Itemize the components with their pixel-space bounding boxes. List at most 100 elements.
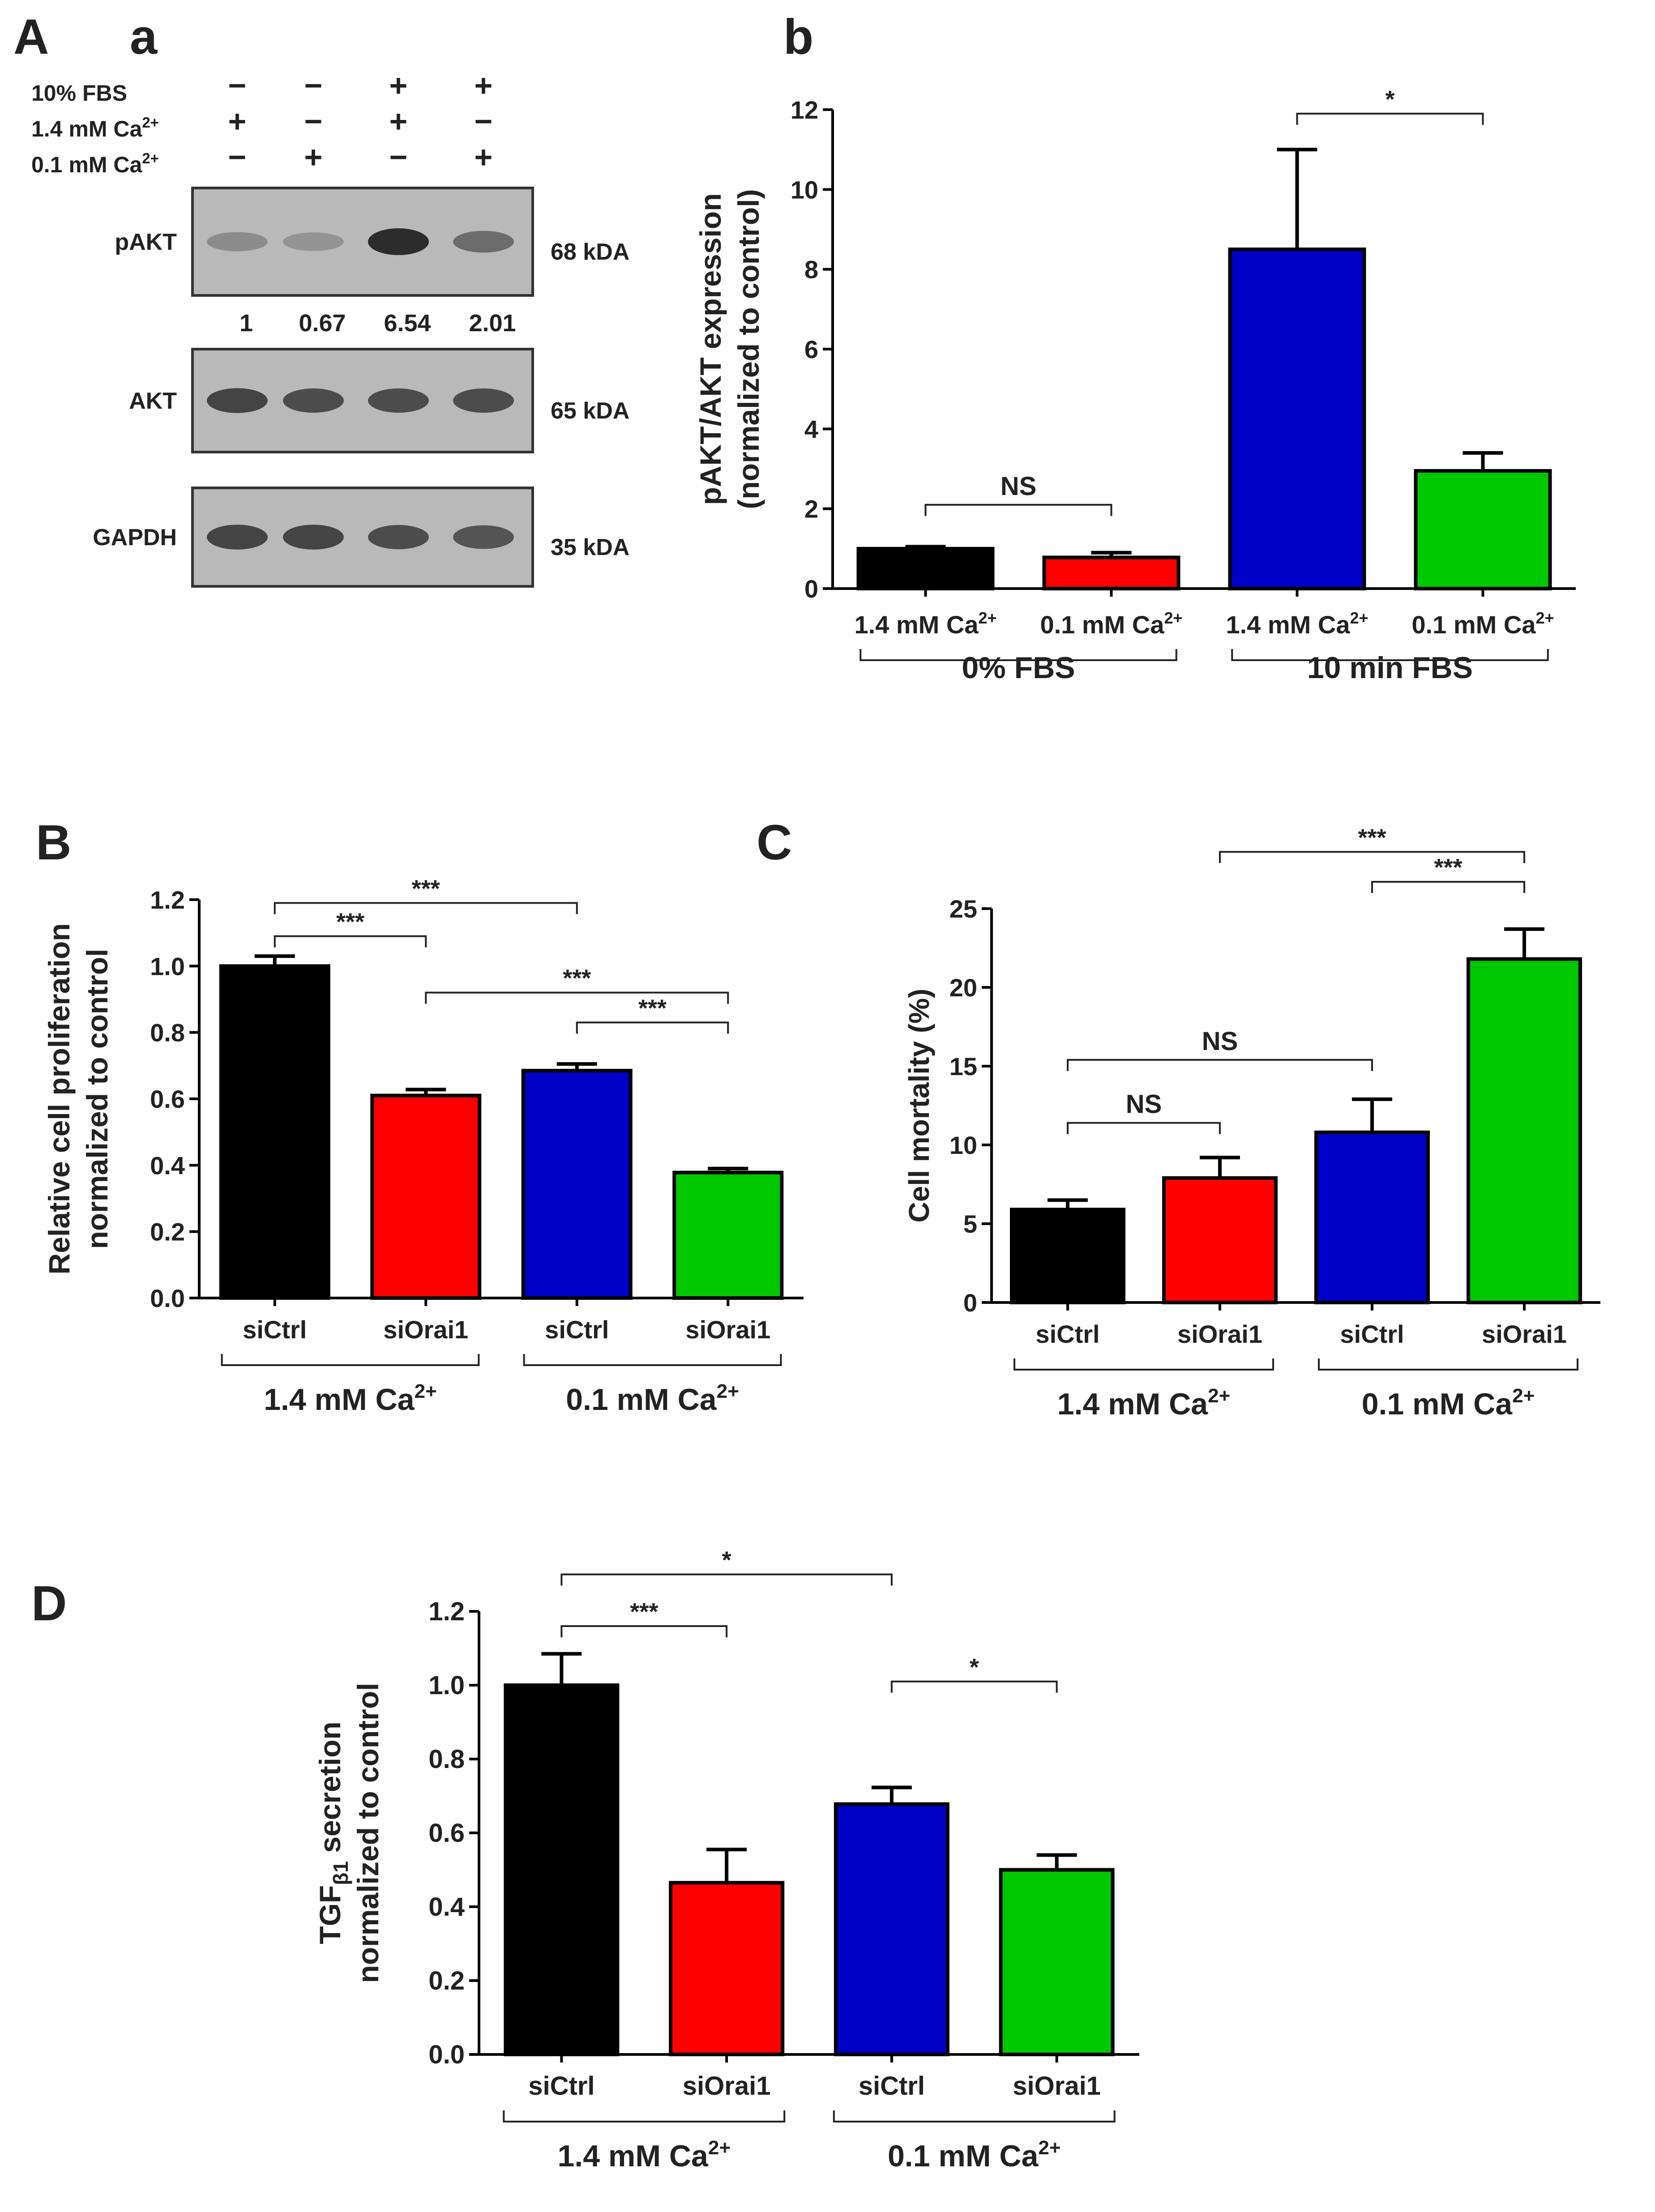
band-quant-value: 0.67 (299, 310, 346, 337)
y-tick-label: 0.0 (428, 2040, 465, 2069)
blot-size-label: 35 kDA (551, 534, 629, 560)
panel-label-B: B (36, 815, 71, 870)
group-label: 1.4 mM Ca2+ (1057, 1385, 1231, 1421)
blot-band (207, 525, 268, 550)
blot-band (283, 525, 344, 550)
group-bracket (1318, 1358, 1578, 1371)
x-category-label: siOrai1 (383, 1315, 468, 1344)
panel-label-A: A (13, 9, 49, 64)
y-tick-label: 20 (949, 974, 977, 1002)
significance-label: * (970, 1654, 979, 1681)
condition-sign: + (389, 104, 408, 139)
panel-label-b: b (783, 9, 813, 64)
group-label: 0.1 mM Ca2+ (888, 2137, 1061, 2173)
group-bracket (1014, 1358, 1274, 1371)
condition-sign: − (304, 68, 323, 103)
significance-label: *** (1434, 854, 1462, 881)
band-quant-value: 1 (239, 310, 253, 337)
bar (856, 547, 995, 591)
x-category-label: 0.1 mM Ca2+ (1040, 609, 1182, 639)
panel-label-D: D (31, 1576, 67, 1631)
blot-size-label: 68 kDA (551, 239, 629, 265)
condition-sign: + (475, 68, 493, 103)
y-tick-label: 0.4 (150, 1151, 185, 1179)
significance-label: NS (1001, 472, 1037, 501)
y-tick-label: 2 (804, 495, 818, 523)
blot-band (453, 231, 514, 253)
bar (1042, 555, 1180, 590)
significance-bracket (560, 1573, 893, 1586)
chart-pakt-akt: 0 2 4 6 8 10 12 pAKT/AKT expression (normalized … (694, 86, 1576, 685)
significance-label: * (722, 1547, 731, 1574)
x-category-label: siCtrl (545, 1315, 609, 1344)
y-tick-label: 25 (949, 895, 977, 923)
significance-bracket (1067, 1122, 1221, 1134)
significance-label: *** (336, 909, 364, 935)
y-tick-label: 0 (963, 1289, 977, 1317)
y-tick-label: 0.6 (428, 1819, 465, 1848)
blot-band (368, 228, 429, 255)
significance-label: *** (1358, 824, 1386, 851)
x-category-label: siCtrl (243, 1315, 307, 1344)
bar (1467, 957, 1582, 1304)
y-tick-label: 0.0 (150, 1284, 185, 1312)
blot-band (453, 525, 514, 549)
bar (1162, 1176, 1278, 1304)
blot-band (368, 525, 429, 550)
significance-label: *** (412, 875, 440, 902)
y-axis-label: Cell mortality (%) (903, 989, 935, 1223)
y-tick-label: 0 (804, 575, 818, 603)
chart-cell-mortality: 0 5 10 15 20 25 Cell mortality (%) siCtrl siOrai… (903, 824, 1600, 1421)
significance-bracket (924, 504, 1112, 516)
x-category-label: siOrai1 (685, 1315, 770, 1344)
x-category-label: siOrai1 (1013, 2071, 1101, 2101)
panel-label-a: a (130, 9, 158, 64)
y-tick-label: 12 (791, 96, 818, 124)
bar (999, 1868, 1115, 2056)
bar (669, 1881, 785, 2056)
chart-tgfb1-secretion: 0.0 0.2 0.4 0.6 0.8 1.0 1.2 TGFβ1 secretion norm… (313, 1547, 1139, 2173)
condition-sign: − (475, 104, 493, 139)
y-tick-label: 8 (804, 256, 818, 284)
group-label: 0.1 mM Ca2+ (1362, 1385, 1535, 1421)
chart-cell-proliferation: 0.0 0.2 0.4 0.6 0.8 1.0 1.2 Relative cell proli… (43, 875, 804, 1417)
x-category-label: 1.4 mM Ca2+ (1226, 609, 1368, 639)
condition-sign: − (228, 140, 247, 175)
blot-band (283, 388, 344, 413)
y-tick-label: 10 (791, 175, 818, 204)
significance-bracket (890, 1680, 1058, 1693)
bar (1414, 469, 1552, 591)
y-tick-label: 0.6 (150, 1085, 185, 1113)
y-axis-label-line2: normalized to control (351, 1682, 385, 1983)
y-axis-label-line2: normalized to control (81, 948, 114, 1249)
blot-size-label: 65 kDA (551, 398, 629, 424)
bar (1314, 1130, 1430, 1305)
significance-bracket (1067, 1059, 1373, 1071)
group-bracket (860, 649, 1177, 661)
blot-protein-label: GAPDH (93, 525, 177, 551)
x-category-label: siCtrl (528, 2071, 594, 2101)
bar (504, 1683, 620, 2056)
group-bracket (833, 2110, 1116, 2122)
x-category-label: siCtrl (1035, 1320, 1099, 1348)
group-bracket (523, 1354, 782, 1366)
condition-label: 0.1 mM Ca2+ (31, 150, 159, 177)
significance-bracket (576, 1021, 729, 1034)
y-axis-label: Relative cell proliferation (43, 923, 76, 1275)
panel-label-C: C (757, 815, 792, 870)
blot-band (453, 388, 514, 413)
group-label: 0.1 mM Ca2+ (566, 1380, 739, 1417)
significance-label: *** (630, 1598, 658, 1625)
y-tick-label: 0.8 (150, 1019, 185, 1047)
blot-band (368, 388, 429, 413)
condition-sign: − (228, 68, 247, 103)
condition-sign: + (475, 140, 493, 175)
y-tick-label: 0.8 (428, 1745, 465, 1774)
blot-band (207, 388, 268, 413)
condition-sign: − (389, 140, 408, 175)
y-tick-label: 1.2 (428, 1597, 465, 1626)
bar (219, 964, 330, 1300)
condition-sign: + (304, 140, 323, 175)
x-category-label: siCtrl (859, 2071, 925, 2101)
significance-label: NS (1126, 1090, 1162, 1119)
